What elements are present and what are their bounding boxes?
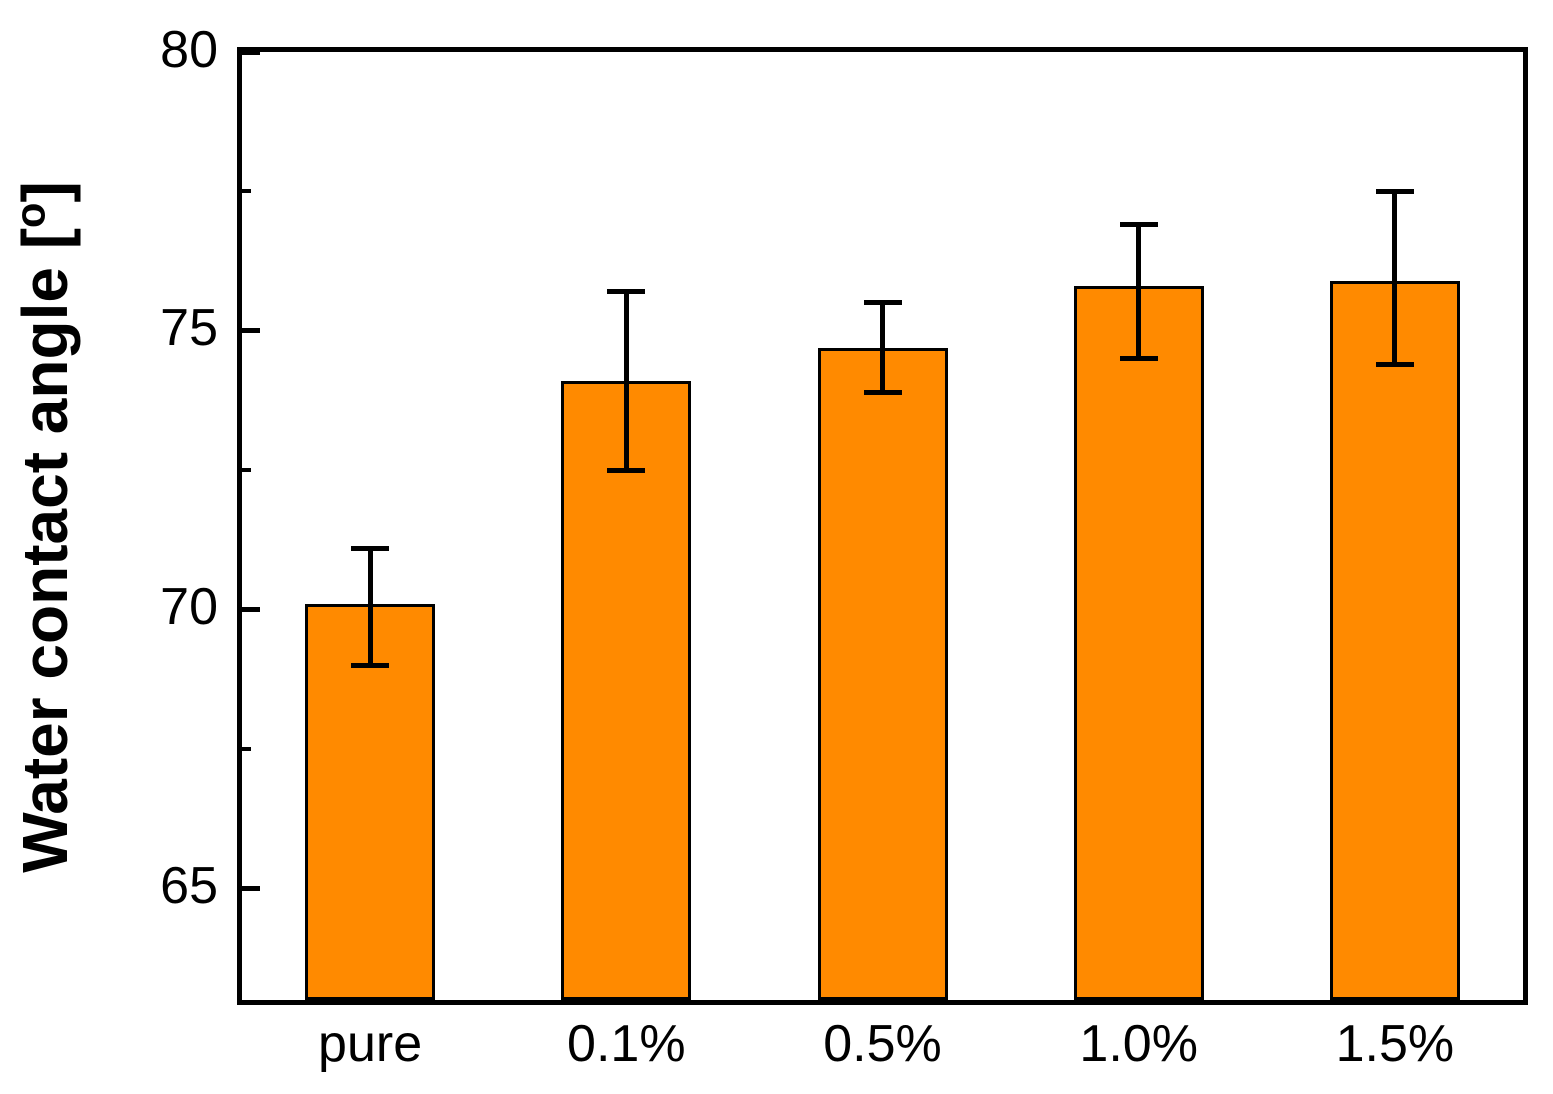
y-tick-label-70: 70 xyxy=(160,578,218,637)
x-tick-label-0.1%: 0.1% xyxy=(567,1015,686,1073)
error-bar-cap xyxy=(863,389,902,395)
bar-0.5% xyxy=(817,347,948,1000)
degree-symbol: o xyxy=(6,202,54,228)
bar-1.5% xyxy=(1329,280,1460,1000)
y-tick-label-65: 65 xyxy=(160,856,218,915)
y-minor-tick xyxy=(242,189,251,194)
x-tick-label-1.5%: 1.5% xyxy=(1335,1015,1455,1073)
error-bar-line xyxy=(623,291,629,471)
error-bar-line xyxy=(1136,224,1142,359)
error-bar-cap xyxy=(351,662,390,668)
bar-0.1% xyxy=(561,381,692,1000)
error-bar-line xyxy=(880,302,885,393)
y-major-tick xyxy=(242,885,260,891)
plot-inner xyxy=(242,49,1523,1000)
y-minor-tick xyxy=(242,747,251,752)
error-bar-cap xyxy=(1375,361,1414,367)
y-axis-title-bracket: ] xyxy=(9,181,81,203)
error-bar-cap xyxy=(1119,222,1158,228)
x-tick-label-1.0%: 1.0% xyxy=(1079,1015,1198,1073)
x-tick-label-0.5%: 0.5% xyxy=(823,1015,942,1073)
y-minor-tick xyxy=(242,468,251,473)
bar-1.0% xyxy=(1073,286,1204,1000)
error-bar-line xyxy=(367,548,373,666)
y-tick-label-80: 80 xyxy=(160,20,218,79)
bar-pure xyxy=(305,604,436,1000)
error-bar-cap xyxy=(607,467,646,473)
error-bar-cap xyxy=(351,545,390,551)
error-bar-cap xyxy=(607,289,646,295)
y-major-tick xyxy=(242,49,260,55)
plot-area xyxy=(237,47,1528,1005)
error-bar-cap xyxy=(1119,356,1158,362)
error-bar-cap xyxy=(1375,188,1414,194)
error-bar-line xyxy=(1392,191,1398,365)
y-major-tick xyxy=(242,328,260,334)
error-bar-cap xyxy=(863,300,902,306)
y-major-tick xyxy=(242,607,260,613)
y-tick-label-75: 75 xyxy=(160,299,218,358)
x-tick-label-pure: pure xyxy=(318,1015,423,1073)
